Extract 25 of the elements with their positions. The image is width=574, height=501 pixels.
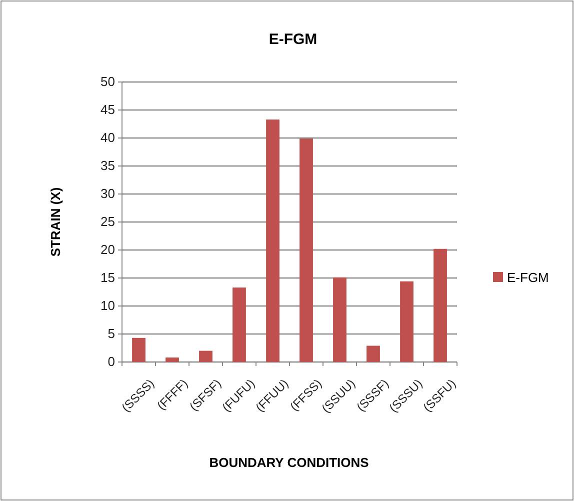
y-tick-label: 0 (108, 354, 115, 370)
y-tick-label: 5 (108, 326, 115, 342)
bar (166, 358, 179, 362)
y-tick-label: 50 (100, 74, 115, 90)
y-tick-label: 10 (100, 298, 115, 314)
x-axis-title: BOUNDARY CONDITIONS (209, 455, 370, 470)
bar (266, 120, 280, 362)
y-tick-label: 40 (100, 130, 115, 146)
y-tick-label: 35 (100, 158, 115, 174)
legend-label: E-FGM (507, 270, 549, 285)
chart-title: E-FGM (268, 31, 318, 48)
y-tick-label: 30 (100, 186, 115, 202)
y-tick-label: 25 (100, 214, 115, 230)
bar (199, 350, 212, 362)
bar (333, 277, 346, 362)
bar (400, 281, 414, 362)
bar (366, 346, 380, 362)
bar (434, 248, 447, 362)
y-tick-label: 45 (100, 102, 115, 118)
bar (300, 138, 313, 362)
y-tick-label: 15 (100, 270, 115, 286)
y-tick-label: 20 (100, 242, 115, 258)
bar (232, 288, 246, 362)
bar (132, 338, 146, 362)
y-axis-title: STRAIN (X) (48, 187, 63, 257)
